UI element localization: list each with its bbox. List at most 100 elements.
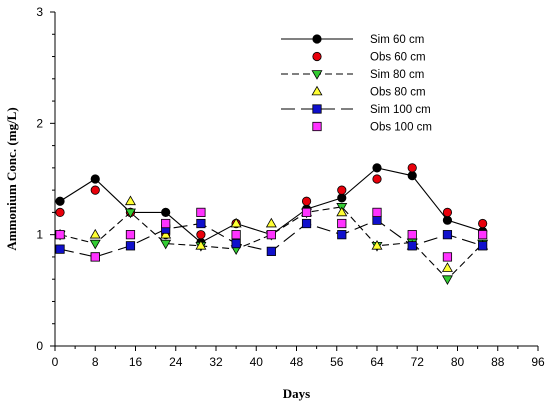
data-point (478, 218, 488, 229)
data-point (407, 163, 417, 173)
legend-marker (311, 70, 323, 80)
legend-label: Obs 60 cm (370, 52, 426, 64)
y-tick-label: 3 (36, 5, 43, 19)
data-point (441, 275, 453, 286)
y-tick-label: 1 (36, 228, 43, 242)
data-point (371, 239, 383, 250)
data-point (337, 193, 347, 203)
data-point (90, 185, 100, 195)
data-point (301, 218, 312, 229)
legend-marker (312, 51, 322, 62)
series-obs-60-cm (55, 163, 488, 240)
x-tick-label: 0 (52, 355, 59, 369)
data-point (124, 195, 136, 206)
data-point (266, 230, 276, 240)
x-tick-label: 56 (330, 355, 344, 369)
x-tick-label: 72 (411, 355, 425, 369)
x-tick-label: 64 (370, 355, 384, 369)
data-point (372, 207, 382, 217)
data-point (372, 215, 382, 225)
data-point (301, 207, 312, 217)
series-sim-80-cm (54, 203, 489, 286)
legend-label: Obs 100 cm (370, 122, 432, 134)
x-tick-label: 96 (531, 355, 545, 369)
data-point (230, 217, 242, 228)
legend-item: Obs 100 cm (312, 121, 432, 134)
data-point (337, 218, 347, 229)
data-point (125, 241, 136, 251)
x-tick-label: 24 (169, 355, 183, 369)
data-point (442, 215, 453, 225)
legend-item: Obs 80 cm (311, 85, 426, 99)
data-point (195, 239, 207, 250)
axes: 0 8 16 24 32 40 48 56 64 72 80 88 96 0 1 2 3 (36, 5, 545, 369)
data-point (55, 230, 65, 240)
x-tick-label: 16 (129, 355, 143, 369)
legend-item: Sim 100 cm (281, 104, 431, 116)
legend: Sim 60 cm Obs 60 cm Sim 80 cm Obs 80 cm Sim … (281, 34, 432, 134)
legend-item: Sim 60 cm (281, 34, 424, 46)
data-point (55, 244, 65, 254)
data-point (336, 206, 348, 217)
y-axis-title: Ammonium Conc. (mg/L) (4, 107, 19, 250)
data-point (266, 246, 276, 256)
legend-label: Sim 100 cm (370, 104, 431, 116)
data-point (124, 208, 136, 219)
data-point (442, 252, 453, 262)
data-point (231, 230, 241, 240)
legend-marker (312, 34, 322, 44)
data-point (372, 174, 382, 184)
x-tick-label: 32 (209, 355, 223, 369)
y-tick-label: 0 (36, 339, 43, 353)
data-point (196, 207, 206, 217)
legend-marker (311, 85, 323, 96)
x-tick-label: 48 (290, 355, 304, 369)
data-point (55, 207, 65, 217)
data-point (407, 230, 417, 240)
data-point (407, 241, 417, 251)
x-tick-label: 80 (451, 355, 465, 369)
x-tick-label: 40 (250, 355, 264, 369)
legend-marker (312, 104, 322, 114)
series-line (59, 206, 484, 280)
series-obs-100-cm (55, 207, 488, 262)
data-point (372, 163, 382, 173)
legend-label: Sim 80 cm (370, 69, 424, 81)
data-point (231, 238, 241, 249)
data-point (55, 196, 65, 206)
data-point (196, 230, 206, 240)
data-point (442, 230, 453, 240)
data-point (265, 217, 277, 228)
data-point (441, 262, 453, 272)
legend-item: Obs 60 cm (312, 51, 426, 64)
data-point (160, 228, 172, 239)
legend-label: Obs 80 cm (370, 87, 426, 99)
series-layer (54, 163, 489, 286)
x-tick-label: 8 (92, 355, 99, 369)
data-point (478, 241, 488, 251)
y-tick-label: 2 (36, 116, 43, 130)
data-point (442, 207, 453, 217)
data-point (196, 218, 206, 229)
data-point (161, 218, 171, 229)
data-point (89, 228, 101, 239)
series-sim-100-cm (55, 215, 488, 262)
data-point (125, 230, 136, 240)
legend-marker (312, 121, 322, 132)
data-point (301, 196, 312, 206)
data-point (90, 174, 100, 184)
data-point (337, 230, 347, 240)
x-tick-label: 88 (491, 355, 505, 369)
data-point (337, 185, 347, 195)
legend-label: Sim 60 cm (370, 34, 424, 46)
data-point (407, 171, 417, 181)
data-point (478, 230, 488, 240)
data-point (89, 239, 101, 250)
legend-item: Sim 80 cm (281, 69, 424, 81)
data-point (161, 207, 171, 217)
x-axis-title: Days (283, 386, 310, 401)
data-point (160, 239, 172, 250)
data-point (90, 252, 100, 262)
